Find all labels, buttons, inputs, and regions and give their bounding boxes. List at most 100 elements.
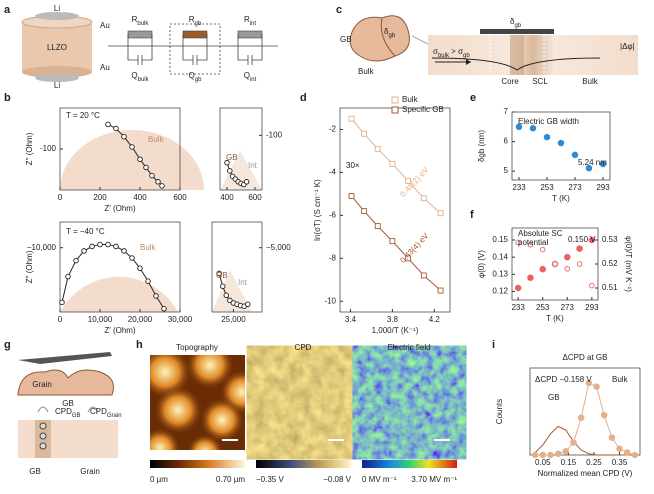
point — [593, 383, 600, 390]
point — [585, 379, 593, 387]
x-tick-label: 0 — [58, 315, 63, 324]
text-part: bulk — [438, 53, 450, 59]
annotation: 30× — [346, 161, 360, 170]
point — [389, 160, 396, 167]
x-tick-label: 3.8 — [387, 315, 399, 324]
panel-a-art — [21, 12, 278, 82]
y-tick-label: −5,000 — [266, 243, 291, 252]
x-tick-label: 0.35 — [612, 458, 628, 467]
annotation: GB — [226, 153, 238, 162]
x-tick-label: 4.2 — [429, 315, 441, 324]
point — [121, 248, 127, 254]
x-tick-label: 400 — [133, 193, 147, 202]
plot-frame — [211, 221, 263, 313]
plot-frame — [511, 111, 611, 181]
cell-label: Au — [100, 63, 110, 72]
point — [121, 133, 127, 140]
y-tick-label: -100 — [266, 130, 283, 139]
g-label: CPDGrain — [90, 407, 122, 418]
cell-label: Li — [54, 4, 60, 13]
point — [543, 133, 551, 141]
point — [529, 125, 537, 132]
annotation: 0.48(2) eV — [398, 165, 431, 199]
circuit-label: Qbulk — [131, 71, 149, 82]
panel-label: a — [4, 4, 11, 16]
text-part: δ — [384, 27, 389, 36]
point — [374, 223, 381, 230]
panel-label: g — [4, 339, 11, 351]
point — [631, 451, 639, 459]
text-part: CPD — [55, 407, 72, 416]
text-part: Q — [244, 71, 250, 80]
point — [599, 160, 607, 168]
y-tick-label: -8 — [329, 253, 337, 262]
x-tick-label: 10,000 — [88, 315, 113, 324]
x-tick-label: 253 — [536, 303, 550, 312]
point — [113, 125, 119, 132]
point — [153, 293, 159, 299]
point — [539, 246, 546, 253]
x-axis-label: 1,000/T (K⁻¹) — [372, 326, 419, 335]
point — [405, 178, 412, 184]
point — [608, 434, 616, 441]
point — [557, 139, 565, 147]
point — [552, 261, 558, 267]
point — [554, 450, 562, 458]
legend-label: Specific GB — [402, 105, 444, 114]
y2-tick-label: 0.52 — [602, 259, 618, 268]
c-label: SCL — [532, 77, 548, 86]
x-tick-label: 30,000 — [168, 315, 193, 324]
x-tick-label: 3.4 — [345, 315, 357, 324]
circuit-label: Qgb — [189, 71, 203, 82]
text-part: int — [250, 77, 257, 83]
point — [374, 145, 381, 152]
x-tick-label: 293 — [596, 183, 610, 192]
annotation: 0.150 V — [568, 235, 596, 244]
text-part: Q — [131, 71, 137, 80]
annotation: 0.43(4) eV — [398, 231, 431, 265]
text-part: bulk — [138, 77, 150, 83]
y2-tick-label: 0.51 — [602, 283, 618, 292]
x-tick-label: 0.05 — [535, 458, 551, 467]
cell-label: LLZO — [47, 43, 67, 52]
colorbar-label: 3.70 MV m⁻¹ — [411, 475, 457, 484]
circuit-label: Qint — [244, 71, 257, 82]
point — [137, 265, 143, 272]
point — [514, 284, 522, 292]
image-title: Electric field — [387, 343, 430, 352]
point — [576, 245, 583, 252]
circuit-label: Rbulk — [132, 15, 150, 26]
annotation: 5.24 nm — [578, 158, 607, 167]
capacitor — [237, 34, 263, 65]
y-tick-label: 0.12 — [492, 287, 508, 296]
y-tick-label: -2 — [329, 125, 337, 134]
y2-axis-label: φ(0)/T (mV K⁻¹) — [624, 236, 633, 292]
point — [588, 236, 596, 244]
point — [243, 179, 250, 185]
point — [105, 241, 111, 248]
panel-label: f — [470, 209, 474, 221]
x-tick-label: 600 — [248, 193, 262, 202]
y-axis-label: Counts — [495, 399, 504, 424]
panel-label: h — [136, 339, 143, 351]
point — [143, 164, 149, 171]
point — [527, 242, 534, 248]
annotation: Int — [238, 278, 248, 287]
c-label: Bulk — [358, 67, 375, 76]
text-part: Q — [189, 71, 195, 80]
y-axis-label: ln(σT) (S cm⁻¹ K) — [313, 179, 322, 241]
point — [515, 239, 521, 246]
x-axis-label: T (K) — [552, 194, 570, 203]
point — [227, 168, 233, 174]
text-part: gb — [463, 53, 470, 59]
y-tick-label: 0.15 — [492, 235, 508, 244]
legend-label: Bulk — [402, 95, 419, 104]
point — [137, 156, 143, 162]
x-tick-label: 273 — [568, 183, 582, 192]
point — [562, 448, 570, 455]
point — [361, 130, 368, 137]
x-axis-label: T (K) — [546, 314, 564, 323]
y-tick-label: -6 — [329, 210, 337, 219]
point — [577, 414, 585, 421]
annotation: Bulk — [148, 135, 165, 144]
